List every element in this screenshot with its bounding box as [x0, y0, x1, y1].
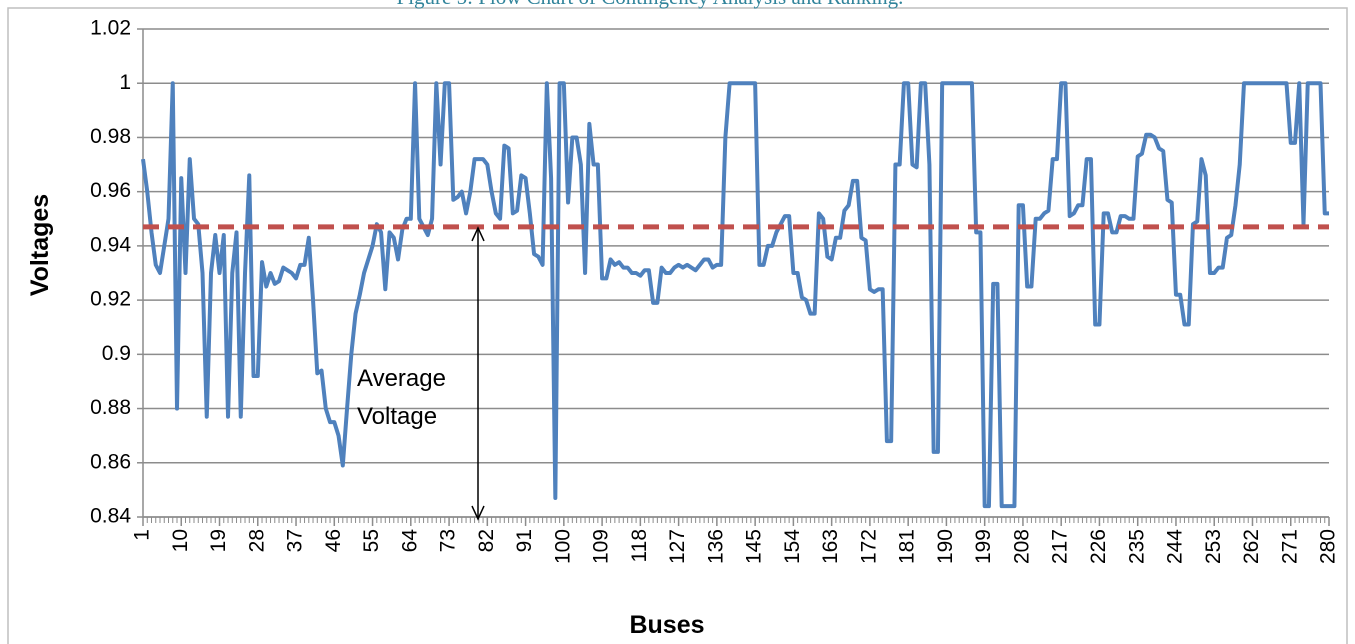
y-tick-label: 1.02 — [90, 17, 131, 40]
arrow-head — [471, 505, 485, 521]
x-tick-label: 226 — [1087, 529, 1110, 564]
x-tick-label: 1 — [131, 529, 154, 541]
x-tick-label: 28 — [245, 529, 268, 552]
x-tick-label: 109 — [590, 529, 613, 564]
x-tick-label: 55 — [360, 529, 383, 552]
x-tick-label: 10 — [169, 529, 192, 552]
x-tick-label: 64 — [398, 529, 421, 553]
y-tick-label: 0.9 — [102, 342, 131, 365]
x-tick-label: 253 — [1202, 529, 1225, 564]
x-tick-label: 91 — [513, 529, 536, 552]
x-tick-label: 145 — [743, 529, 766, 564]
x-tick-label: 73 — [437, 529, 460, 552]
x-tick-label: 190 — [934, 529, 957, 564]
annotation: Voltage — [357, 403, 437, 430]
x-tick-label: 127 — [666, 529, 689, 564]
arrow-head — [471, 226, 485, 242]
y-tick-label: 0.86 — [90, 450, 131, 473]
y-tick-label: 0.84 — [90, 505, 131, 528]
y-tick-label: 0.88 — [90, 396, 131, 419]
x-tick-label: 118 — [628, 529, 651, 562]
x-tick-label: 100 — [551, 529, 574, 564]
data-line — [141, 81, 1329, 509]
y-axis-title: Voltages — [26, 194, 54, 296]
x-tick-label: 46 — [322, 529, 345, 552]
x-tick-label: 199 — [972, 529, 995, 564]
x-tick-label: 154 — [781, 529, 804, 564]
x-tick-label: 172 — [857, 529, 880, 564]
y-tick-label: 0.94 — [90, 233, 131, 256]
x-tick-label: 163 — [819, 529, 842, 564]
x-tick-label: 136 — [704, 529, 727, 564]
x-tick-label: 244 — [1164, 529, 1187, 564]
y-tick-label: 1 — [119, 71, 131, 94]
x-axis-title: Buses — [629, 611, 704, 639]
y-tick-label: 0.98 — [90, 125, 131, 148]
x-tick-label: 208 — [1010, 529, 1033, 564]
x-tick-label: 271 — [1278, 529, 1301, 564]
x-tick-label: 235 — [1125, 529, 1148, 564]
x-tick-label: 19 — [207, 529, 230, 552]
annotation: Average — [357, 365, 446, 392]
y-tick-label: 0.92 — [90, 288, 131, 311]
x-tick-label: 280 — [1317, 529, 1340, 564]
x-tick-label: 82 — [475, 529, 498, 552]
chart-title: Figure 5: Flow Chart of Contingency Anal… — [397, 0, 904, 9]
x-tick-label: 37 — [284, 529, 307, 552]
x-tick-label: 217 — [1049, 529, 1072, 564]
y-tick-label: 0.96 — [90, 179, 131, 202]
x-tick-label: 262 — [1240, 529, 1263, 564]
x-tick-label: 181 — [896, 529, 919, 564]
